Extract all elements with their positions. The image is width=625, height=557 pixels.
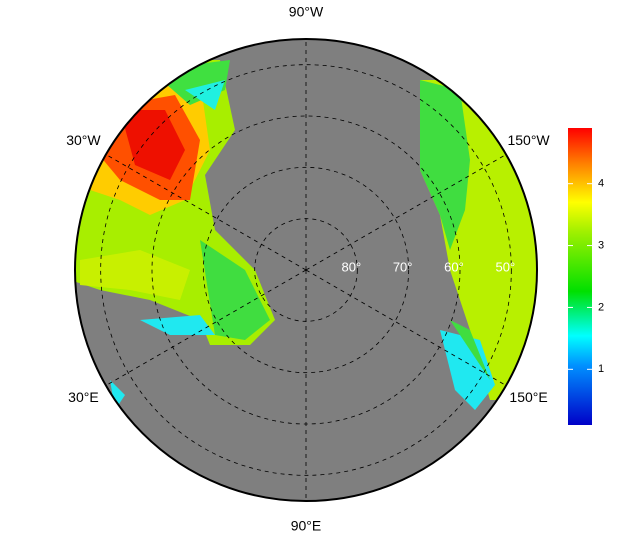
colorbar-label: 4 — [598, 178, 604, 190]
meridian-label: 90°E — [291, 518, 322, 534]
colorbar-label: 1 — [598, 363, 604, 375]
meridian-label: 30°E — [68, 389, 99, 405]
meridian — [105, 269, 307, 386]
meridian-label: 150°W — [507, 132, 550, 148]
meridian — [105, 154, 307, 271]
meridian-label: 30°W — [66, 132, 101, 148]
parallel-label: 70° — [393, 259, 413, 274]
colorbar-label: 3 — [598, 239, 604, 251]
parallel — [100, 64, 512, 476]
parallel-label: 60° — [444, 259, 464, 274]
meridian-label: 150°E — [509, 389, 547, 405]
parallel-label: 80° — [341, 259, 361, 274]
colorbar — [568, 128, 592, 425]
meridian — [305, 269, 507, 386]
meridian-label: 90°W — [289, 4, 324, 20]
map-border — [74, 38, 538, 502]
meridian — [305, 154, 507, 271]
colorbar-label: 2 — [598, 301, 604, 313]
parallel-label: 50° — [495, 259, 515, 274]
parallel — [202, 166, 410, 374]
